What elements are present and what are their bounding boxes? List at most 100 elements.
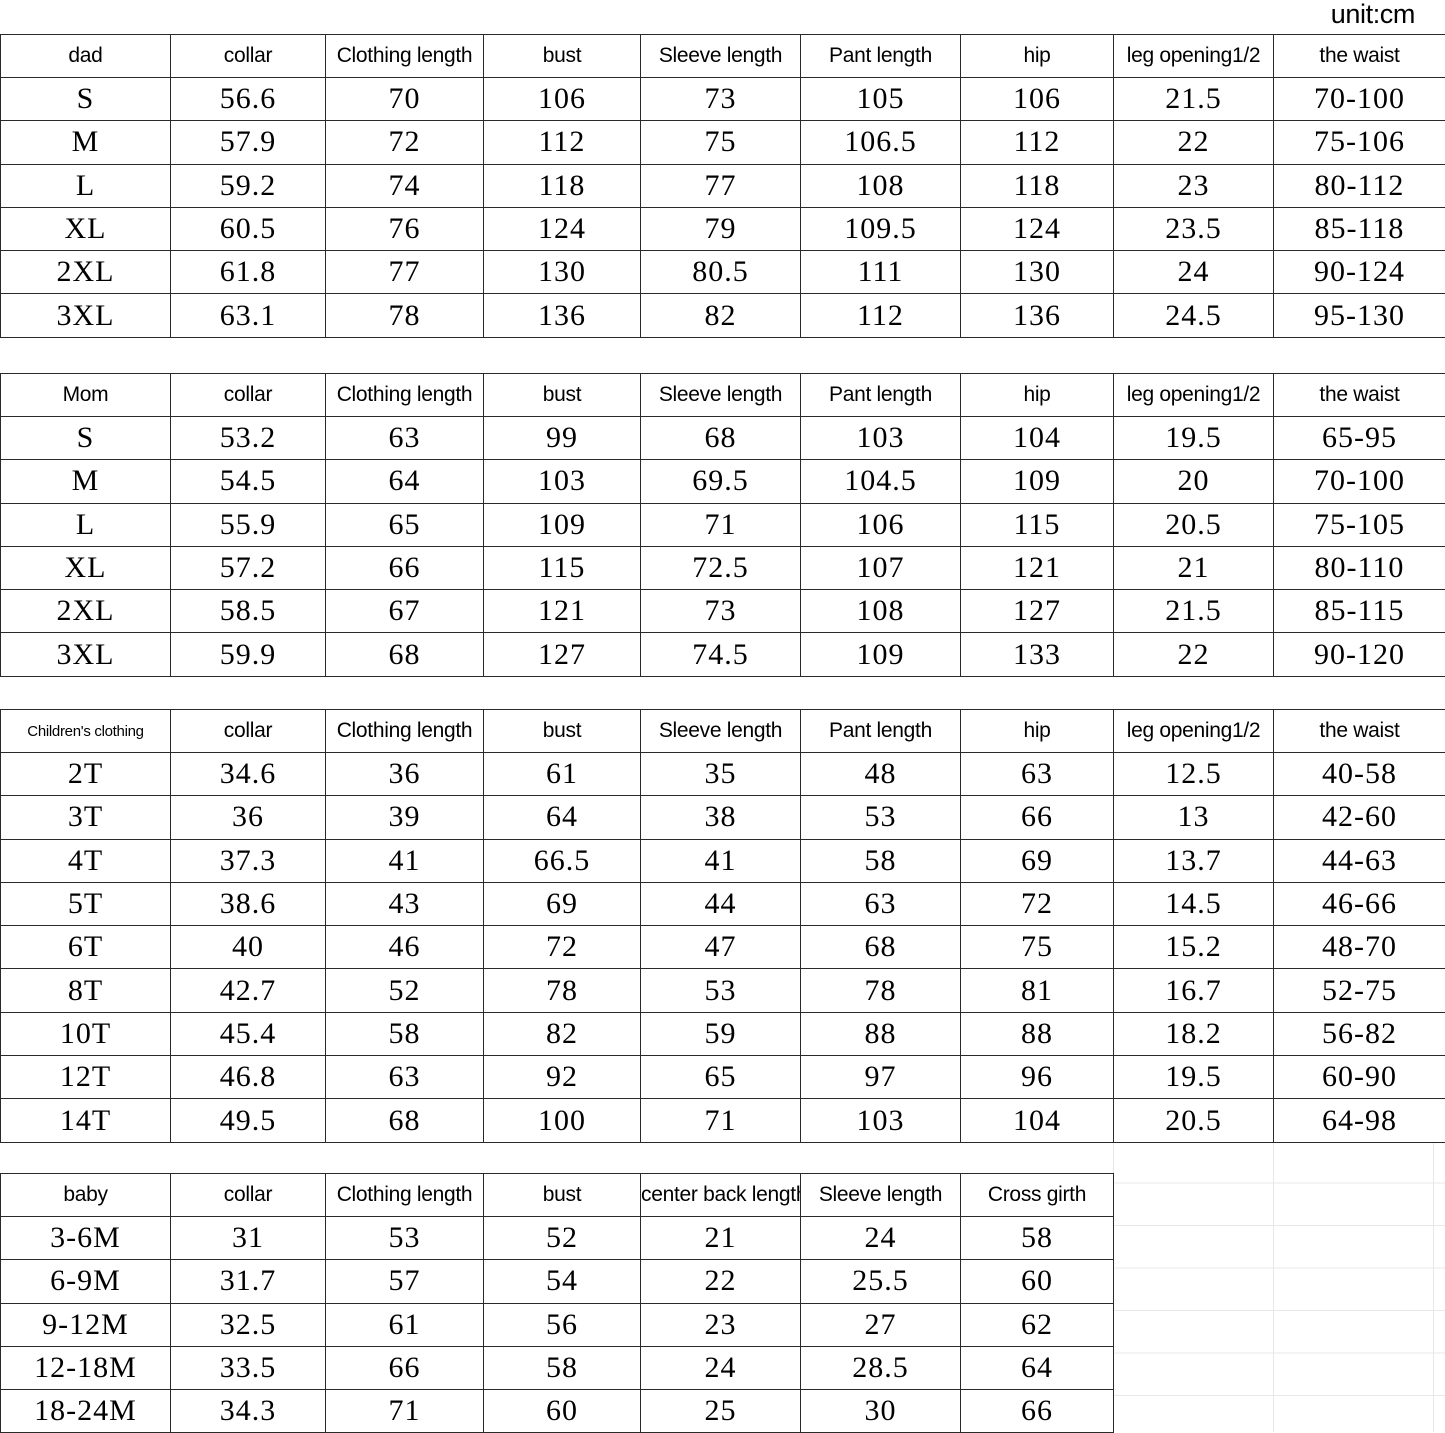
size-label-cell: 3-6M xyxy=(1,1217,171,1260)
measurement-cell: 38.6 xyxy=(171,882,326,925)
measurement-cell: 63 xyxy=(326,417,484,460)
size-label-cell: 6T xyxy=(1,926,171,969)
measurement-cell: 60 xyxy=(961,1260,1114,1303)
section-title-children: Children's clothing xyxy=(1,710,171,753)
measurement-cell: 44 xyxy=(641,882,801,925)
measurement-cell: 69 xyxy=(961,839,1114,882)
measurement-cell: 54.5 xyxy=(171,460,326,503)
section-title-mom: Mom xyxy=(1,374,171,417)
measurement-cell: 72 xyxy=(484,926,641,969)
measurement-cell: 70 xyxy=(326,78,484,121)
measurement-cell: 108 xyxy=(801,164,961,207)
measurement-cell: 76 xyxy=(326,207,484,250)
column-header: hip xyxy=(961,374,1114,417)
measurement-cell: 118 xyxy=(484,164,641,207)
size-label-cell: 18-24M xyxy=(1,1390,171,1433)
measurement-cell: 112 xyxy=(961,121,1114,164)
size-label-cell: 3T xyxy=(1,796,171,839)
column-header: collar xyxy=(171,710,326,753)
measurement-cell: 20.5 xyxy=(1114,1099,1274,1142)
measurement-cell: 65 xyxy=(641,1056,801,1099)
measurement-cell: 39 xyxy=(326,796,484,839)
column-header: Sleeve length xyxy=(641,710,801,753)
column-header: leg opening1/2 xyxy=(1114,35,1274,78)
column-header: Clothing length xyxy=(326,710,484,753)
size-label-cell: 14T xyxy=(1,1099,171,1142)
measurement-cell: 68 xyxy=(326,633,484,676)
measurement-cell: 82 xyxy=(484,1012,641,1055)
measurement-cell: 82 xyxy=(641,294,801,337)
measurement-cell: 66 xyxy=(961,1390,1114,1433)
section-title-baby: baby xyxy=(1,1174,171,1217)
measurement-cell: 74.5 xyxy=(641,633,801,676)
measurement-cell: 36 xyxy=(171,796,326,839)
measurement-cell: 42-60 xyxy=(1274,796,1445,839)
measurement-cell: 27 xyxy=(801,1303,961,1346)
measurement-cell: 23.5 xyxy=(1114,207,1274,250)
measurement-cell: 72 xyxy=(961,882,1114,925)
measurement-cell: 31 xyxy=(171,1217,326,1260)
measurement-cell: 73 xyxy=(641,78,801,121)
measurement-cell: 64 xyxy=(961,1346,1114,1389)
measurement-cell: 81 xyxy=(961,969,1114,1012)
measurement-cell: 112 xyxy=(801,294,961,337)
measurement-cell: 58 xyxy=(961,1217,1114,1260)
measurement-cell: 41 xyxy=(641,839,801,882)
measurement-cell: 54 xyxy=(484,1260,641,1303)
measurement-cell: 103 xyxy=(484,460,641,503)
column-header: center back length xyxy=(641,1174,801,1217)
section-title-dad: dad xyxy=(1,35,171,78)
measurement-cell: 37.3 xyxy=(171,839,326,882)
size-label-cell: XL xyxy=(1,207,171,250)
measurement-cell: 53 xyxy=(641,969,801,1012)
measurement-cell: 57.9 xyxy=(171,121,326,164)
measurement-cell: 57 xyxy=(326,1260,484,1303)
measurement-cell: 38 xyxy=(641,796,801,839)
measurement-cell: 60-90 xyxy=(1274,1056,1445,1099)
column-header: Pant length xyxy=(801,710,961,753)
size-label-cell: 2XL xyxy=(1,590,171,633)
measurement-cell: 74 xyxy=(326,164,484,207)
measurement-cell: 59 xyxy=(641,1012,801,1055)
measurement-cell: 46.8 xyxy=(171,1056,326,1099)
size-label-cell: M xyxy=(1,121,171,164)
column-header: Clothing length xyxy=(326,35,484,78)
measurement-cell: 43 xyxy=(326,882,484,925)
measurement-cell: 24 xyxy=(1114,251,1274,294)
measurement-cell: 57.2 xyxy=(171,546,326,589)
measurement-cell: 108 xyxy=(801,590,961,633)
column-header: collar xyxy=(171,374,326,417)
measurement-cell: 70-100 xyxy=(1274,460,1445,503)
measurement-cell: 78 xyxy=(484,969,641,1012)
measurement-cell: 106 xyxy=(801,503,961,546)
unit-label: unit:cm xyxy=(1331,1,1415,28)
measurement-cell: 53 xyxy=(801,796,961,839)
measurement-cell: 68 xyxy=(641,417,801,460)
size-label-cell: 3XL xyxy=(1,294,171,337)
measurement-cell: 118 xyxy=(961,164,1114,207)
measurement-cell: 97 xyxy=(801,1056,961,1099)
measurement-cell: 42.7 xyxy=(171,969,326,1012)
measurement-cell: 109 xyxy=(801,633,961,676)
measurement-cell: 68 xyxy=(801,926,961,969)
measurement-cell: 106 xyxy=(484,78,641,121)
measurement-cell: 75 xyxy=(641,121,801,164)
measurement-cell: 78 xyxy=(801,969,961,1012)
measurement-cell: 130 xyxy=(484,251,641,294)
measurement-cell: 75-105 xyxy=(1274,503,1445,546)
measurement-cell: 63 xyxy=(801,882,961,925)
measurement-cell: 21 xyxy=(1114,546,1274,589)
measurement-cell: 16.7 xyxy=(1114,969,1274,1012)
column-header: leg opening1/2 xyxy=(1114,710,1274,753)
size-label-cell: 8T xyxy=(1,969,171,1012)
